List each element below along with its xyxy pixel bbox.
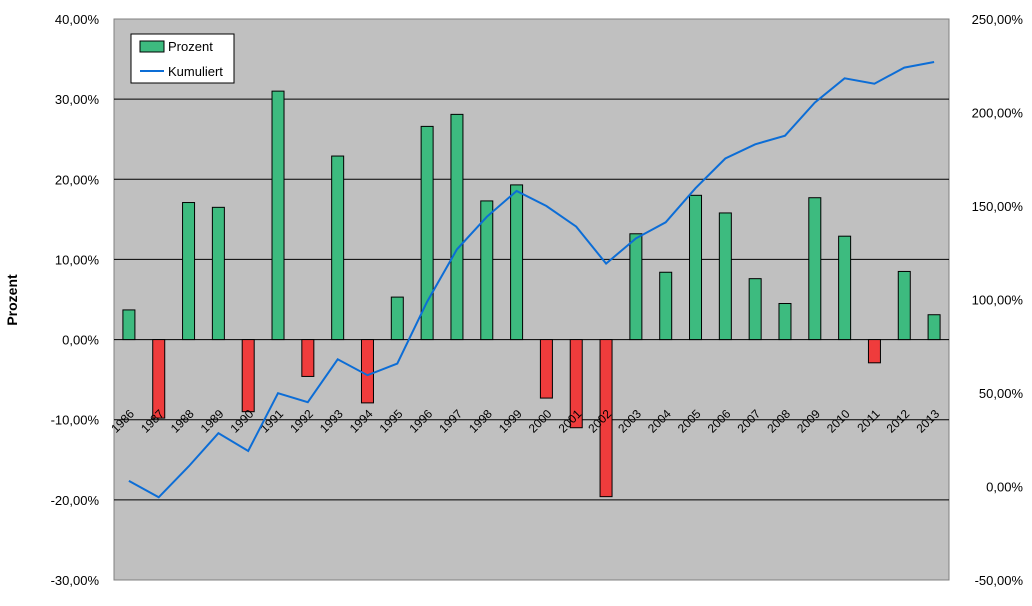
bar-2005 [689, 194, 703, 341]
right-tick-label: 200,00% [972, 106, 1024, 121]
left-tick-label: -30,00% [51, 573, 100, 588]
left-tick-label: 10,00% [55, 252, 100, 267]
legend-label-prozent: Prozent [168, 39, 213, 54]
line-series-kumuliert [128, 61, 935, 499]
bar-2012 [897, 270, 911, 341]
bar-series-prozent [122, 90, 941, 498]
bar-1992 [301, 339, 315, 377]
right-tick-label: 250,00% [972, 12, 1024, 27]
bar-1998 [480, 200, 494, 341]
bar-2010 [838, 235, 852, 341]
left-tick-label: 0,00% [62, 333, 99, 348]
bar-1994 [360, 339, 374, 404]
left-tick-label: -10,00% [51, 413, 100, 428]
bar-1988 [182, 202, 196, 341]
bar-2002 [599, 339, 613, 498]
bar-2008 [778, 303, 792, 341]
left-tick-label: 30,00% [55, 92, 100, 107]
bar-2000 [539, 339, 553, 399]
bar-2004 [659, 271, 673, 341]
bar-1990 [241, 339, 255, 413]
right-tick-label: 0,00% [986, 480, 1023, 495]
right-axis-ticks: -50,00% 0,00% 50,00% 100,00% 150,00% 200,00% 2… [972, 12, 1024, 588]
bar-1999 [510, 184, 524, 341]
bar-1986 [122, 309, 136, 341]
bar-1996 [420, 125, 434, 341]
left-axis-title: Prozent [4, 274, 20, 326]
bar-1987 [152, 339, 166, 419]
left-tick-label: 20,00% [55, 172, 100, 187]
bar-1991 [271, 90, 285, 341]
right-tick-label: 50,00% [979, 386, 1024, 401]
bar-1995 [390, 296, 404, 341]
left-axis-ticks: -30,00% -20,00% -10,00% 0,00% 10,00% 20,00% 30… [51, 12, 100, 588]
right-tick-label: 150,00% [972, 199, 1024, 214]
bar-2001 [569, 339, 583, 429]
bar-2007 [748, 278, 762, 341]
right-tick-label: -50,00% [975, 573, 1024, 588]
plot-area [113, 18, 950, 581]
bar-2011 [867, 339, 881, 364]
bar-2003 [629, 233, 643, 341]
legend-label-kumuliert: Kumuliert [168, 64, 223, 79]
bar-2009 [808, 197, 822, 341]
left-tick-label: -20,00% [51, 493, 100, 508]
legend: Prozent Kumuliert [130, 33, 235, 84]
bar-2013 [927, 314, 941, 341]
bar-2006 [718, 212, 732, 341]
left-tick-label: 40,00% [55, 12, 100, 27]
bar-1997 [450, 113, 464, 341]
bar-1993 [331, 155, 345, 341]
right-tick-label: 100,00% [972, 293, 1024, 308]
legend-swatch-prozent [139, 40, 165, 53]
bar-1989 [211, 206, 225, 341]
